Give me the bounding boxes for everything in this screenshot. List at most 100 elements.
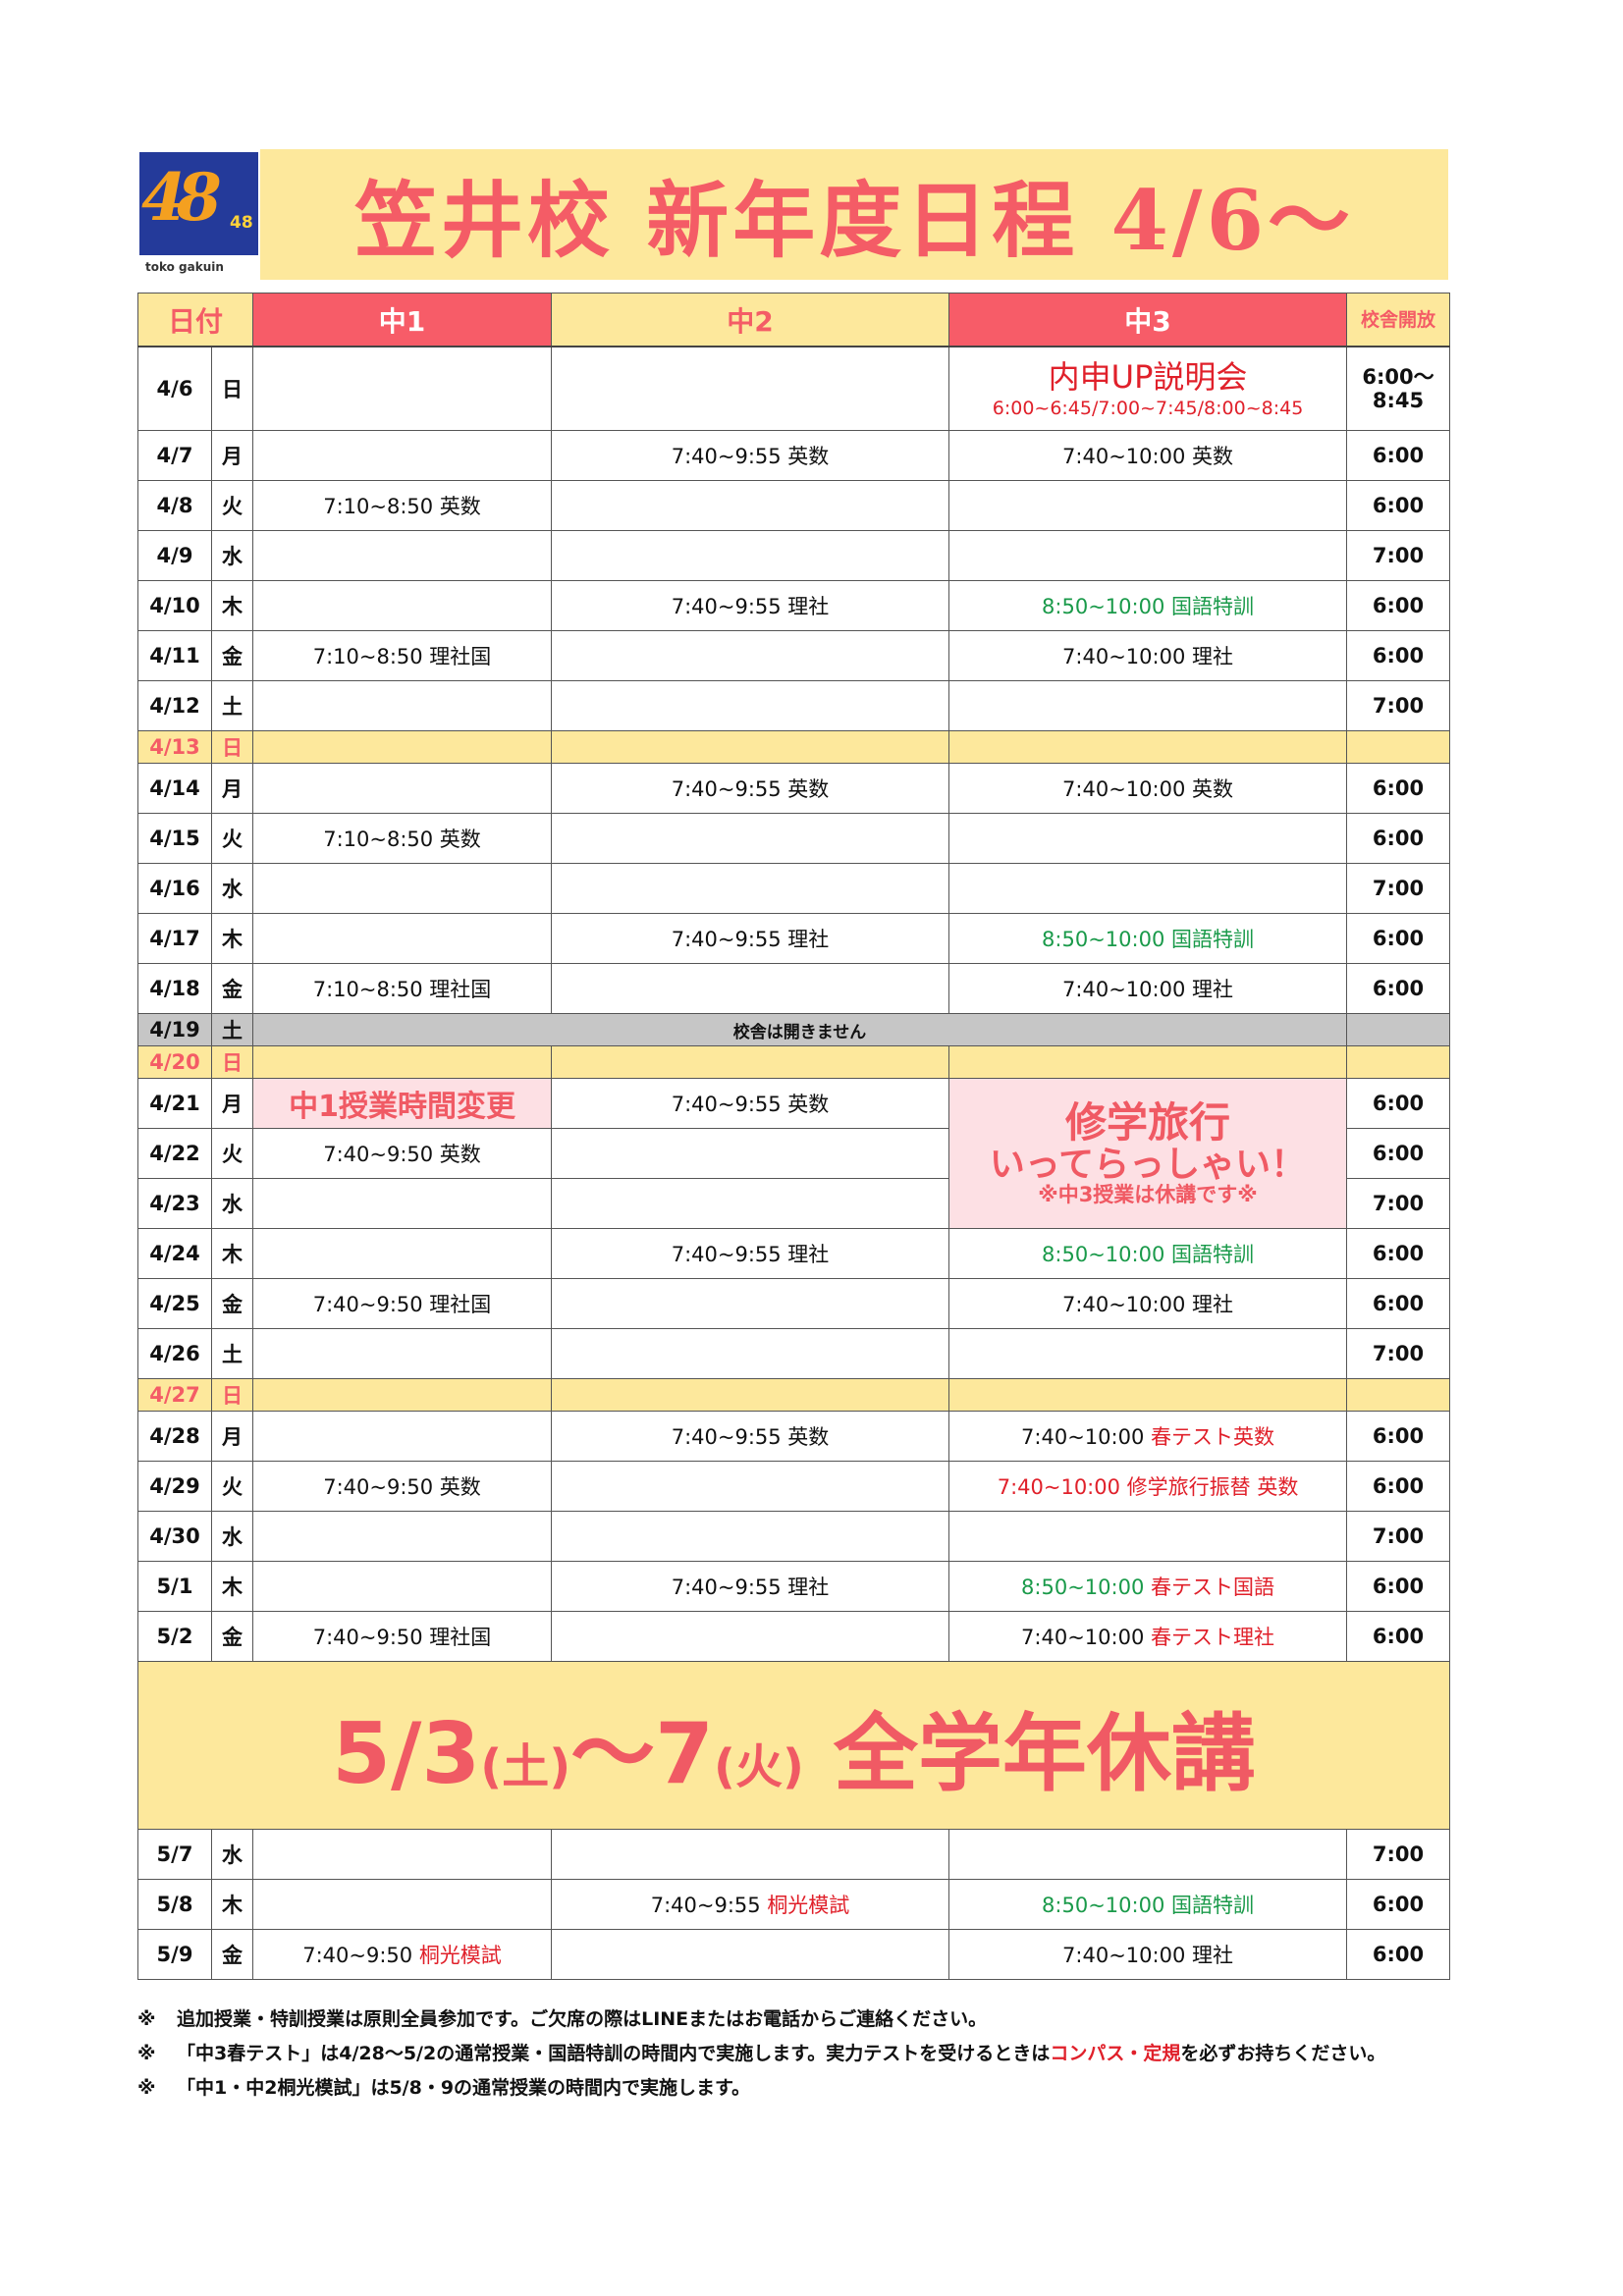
open-cell: [1346, 1045, 1451, 1079]
day-cell: 水: [210, 1178, 254, 1229]
table-row: 4/14 月 7:40~9:55 英数 7:40~10:00 英数 6:00: [137, 763, 1451, 814]
note-1: ※ 追加授業・特訓授業は原則全員参加です。ご欠席の際はLINEまたはお電話からご連…: [137, 2002, 1385, 2037]
grade1-cell: 7:10~8:50 英数: [252, 813, 553, 864]
table-row: 4/12 土 7:00: [137, 680, 1451, 731]
table-row: 4/18 金 7:10~8:50 理社国 7:40~10:00 理社 6:00: [137, 963, 1451, 1014]
grade3-cell: [948, 1378, 1348, 1412]
day-cell: 金: [210, 630, 254, 681]
grade2-cell: [551, 530, 950, 581]
event-title: 内申UP説明会: [1048, 358, 1248, 396]
cell-text: 7:40~9:50 英数: [323, 1143, 481, 1166]
footnotes: ※ 追加授業・特訓授業は原則全員参加です。ご欠席の際はLINEまたはお電話からご連…: [137, 2002, 1385, 2106]
table-row: 4/16 水 7:00: [137, 863, 1451, 914]
open-cell: 6:00: [1346, 1561, 1451, 1612]
grade1-cell: [252, 913, 553, 964]
grade3-cell: 7:40~10:00 英数: [948, 763, 1348, 814]
grade1-cell: [252, 1328, 553, 1379]
grade1-cell: 7:40~9:50 桐光模試: [252, 1929, 553, 1980]
grade2-cell: [551, 1511, 950, 1562]
banner-text: (土): [480, 1738, 571, 1794]
grade3-cell: [948, 1328, 1348, 1379]
date-cell: 4/20: [137, 1045, 212, 1079]
day-cell: 土: [210, 680, 254, 731]
header-date: 日付: [136, 293, 254, 347]
day-cell: 木: [210, 1561, 254, 1612]
open-cell: [1346, 730, 1451, 764]
date-cell: 4/9: [137, 530, 212, 581]
date-cell: 4/8: [137, 480, 212, 531]
date-cell: 5/2: [137, 1611, 212, 1662]
cell-text: 7:40~9:50: [302, 1944, 419, 1967]
grade3-cell: 内申UP説明会 6:00~6:45/7:00~7:45/8:00~8:45: [948, 346, 1348, 431]
grade1-cell: [252, 863, 553, 914]
open-cell: 6:00: [1346, 480, 1451, 531]
date-cell: 4/24: [137, 1228, 212, 1279]
open-cell: 6:00: [1346, 630, 1451, 681]
note-mark: ※: [137, 2008, 156, 2030]
table-row: 4/19 土校舎は開きません: [137, 1013, 1451, 1046]
date-cell: 4/16: [137, 863, 212, 914]
date-cell: 4/25: [137, 1278, 212, 1329]
grade1-cell: 7:10~8:50 理社国: [252, 963, 553, 1014]
cell-text: 7:40~10:00 英数: [1062, 445, 1233, 468]
grade2-cell: [551, 346, 950, 431]
table-row: 5/2 金 7:40~9:50 理社国 7:40~10:00 春テスト理社 6:00: [137, 1611, 1451, 1662]
note-mark: ※: [137, 2077, 156, 2099]
open-cell: 6:00: [1346, 1929, 1451, 1980]
trip-text: いってらっしゃい！: [989, 1144, 1307, 1185]
grade2-cell: [551, 863, 950, 914]
date-cell: 4/15: [137, 813, 212, 864]
grade3-cell: [948, 680, 1348, 731]
cell-text: 7:40~9:55 理社: [671, 595, 830, 618]
grade2-cell: [551, 730, 950, 764]
cell-text: 7:40~9:55 理社: [671, 1575, 830, 1599]
grade1-cell: [252, 580, 553, 631]
day-cell: 日: [210, 1378, 254, 1412]
open-cell: 6:00: [1346, 1461, 1451, 1512]
note-text: を必ずお持ちください。: [1180, 2043, 1386, 2064]
table-row: 4/17 木 7:40~9:55 理社 8:50~10:00 国語特訓 6:00: [137, 913, 1451, 964]
date-cell: 4/6: [137, 346, 212, 431]
day-cell: 月: [210, 1411, 254, 1462]
day-cell: 月: [210, 430, 254, 481]
day-cell: 土: [210, 1013, 254, 1046]
grade1-cell: [252, 730, 553, 764]
cell-text: 7:40~9:55 英数: [671, 445, 830, 468]
grade2-cell: 7:40~9:55 理社: [551, 1561, 950, 1612]
table-row: 4/29 火 7:40~9:50 英数 7:40~10:00 修学旅行振替 英数 6:0…: [137, 1461, 1451, 1512]
cell-text: 8:50~10:00 国語特訓: [1042, 1243, 1254, 1266]
grade3-cell: 8:50~10:00 春テスト国語: [948, 1561, 1348, 1612]
date-cell: 4/10: [137, 580, 212, 631]
date-cell: 4/11: [137, 630, 212, 681]
table-row: 4/20 日: [137, 1045, 1451, 1079]
day-cell: 土: [210, 1328, 254, 1379]
table-row: 4/8 火 7:10~8:50 英数 6:00: [137, 480, 1451, 531]
grade3-cell: [948, 480, 1348, 531]
open-cell: [1346, 1378, 1451, 1412]
grade3-cell: 7:40~10:00 理社: [948, 963, 1348, 1014]
cell-text: 7:40~9:50 英数: [323, 1475, 481, 1499]
grade2-cell: [551, 1128, 950, 1179]
grade2-cell: 7:40~9:55 桐光模試: [551, 1879, 950, 1930]
date-cell: 4/17: [137, 913, 212, 964]
open-cell: 6:00: [1346, 913, 1451, 964]
grade1-cell: 7:40~9:50 英数: [252, 1461, 553, 1512]
table-row: 4/23 水 7:00: [137, 1178, 1451, 1229]
table-row: 4/30 水 7:00: [137, 1511, 1451, 1562]
date-cell: 4/30: [137, 1511, 212, 1562]
open-cell: 6:00: [1346, 963, 1451, 1014]
grade2-cell: [551, 480, 950, 531]
open-cell: [1346, 1013, 1451, 1046]
open-cell: 6:00: [1346, 1078, 1451, 1129]
cell-text: 7:40~10:00 理社: [1062, 645, 1233, 668]
cell-text: 7:10~8:50 理社国: [312, 978, 492, 1001]
cell-text: 7:40~9:55 英数: [671, 1425, 830, 1449]
day-cell: 月: [210, 763, 254, 814]
date-cell: 4/27: [137, 1378, 212, 1412]
title-banner: 笠井校 新年度日程 4/6～: [260, 149, 1448, 280]
date-cell: 4/23: [137, 1178, 212, 1229]
grade1-cell: [252, 1228, 553, 1279]
grade1-cell: [252, 1829, 553, 1880]
grade2-cell: [551, 680, 950, 731]
open-cell: 6:00: [1346, 1128, 1451, 1179]
